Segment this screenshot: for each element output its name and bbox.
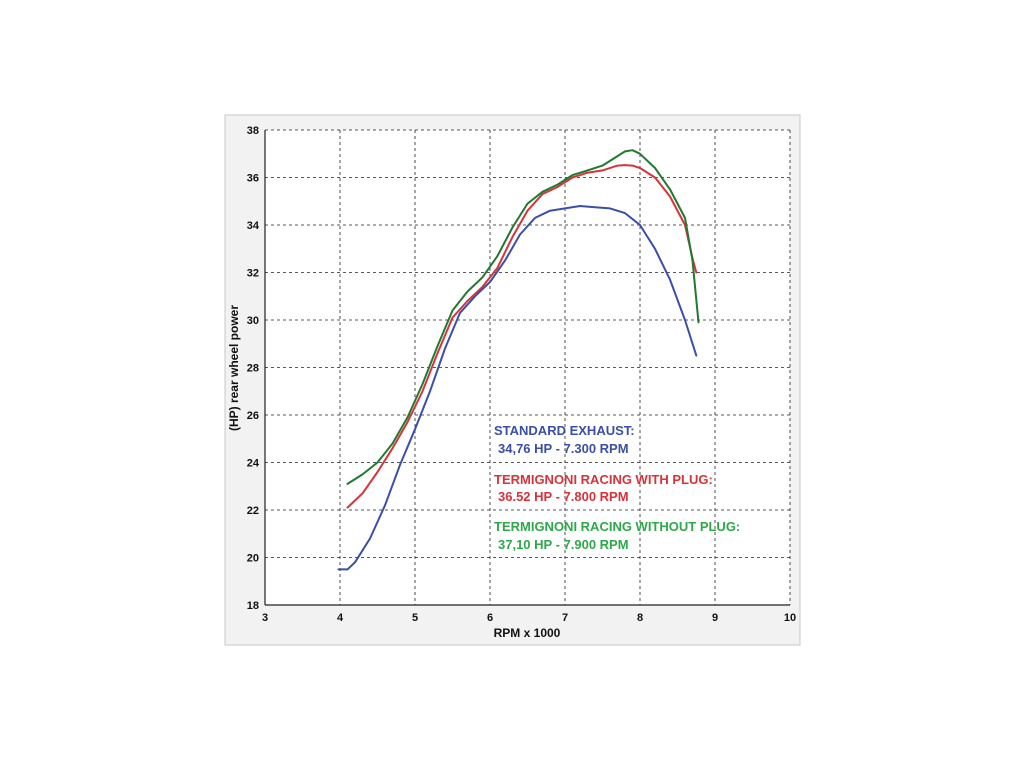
y-tick-label: 24: [247, 458, 260, 470]
y-tick-label: 36: [247, 173, 259, 185]
plot-area: [265, 130, 790, 605]
annotation-without-plug: TERMIGNONI RACING WITHOUT PLUG: 37,10 HP…: [494, 519, 740, 552]
x-tick-label: 10: [784, 612, 796, 624]
y-tick-label: 34: [247, 220, 260, 232]
x-axis-title: RPM x 1000: [494, 626, 561, 640]
annotation-standard: STANDARD EXHAUST: 34,76 HP - 7.300 RPM: [494, 423, 635, 456]
x-tick-label: 6: [487, 612, 493, 624]
x-tick-label: 4: [337, 612, 344, 624]
series-line-standard-exhaust: [337, 205, 698, 571]
annotation-with-plug: TERMIGNONI RACING WITH PLUG: 36.52 HP - …: [494, 472, 713, 504]
annotation-without-plug-title: TERMIGNONI RACING WITHOUT PLUG:: [494, 519, 740, 534]
y-tick-label: 18: [247, 600, 259, 612]
x-tick-label: 8: [637, 612, 643, 624]
y-axis-title: (HP) rear wheel power: [227, 305, 241, 431]
annotation-with-plug-title: TERMIGNONI RACING WITH PLUG:: [494, 472, 713, 487]
y-tick-label: 38: [247, 125, 259, 137]
annotation-without-plug-value: 37,10 HP - 7.900 RPM: [498, 537, 629, 552]
y-tick-label: 32: [247, 268, 259, 280]
series-lines: [337, 149, 700, 571]
y-tick-label: 30: [247, 315, 259, 327]
y-tick-label: 26: [247, 410, 259, 422]
x-tick-label: 9: [712, 612, 718, 624]
annotation-standard-title: STANDARD EXHAUST:: [494, 423, 635, 438]
x-tick-label: 3: [262, 612, 268, 624]
x-tick-label: 7: [562, 612, 568, 624]
x-tick-label: 5: [412, 612, 418, 624]
y-tick-label: 22: [247, 505, 259, 517]
annotation-standard-value: 34,76 HP - 7.300 RPM: [498, 441, 629, 456]
y-tick-label: 20: [247, 553, 259, 565]
series-line-termignoni-racing-with-plug: [346, 164, 698, 509]
annotation-with-plug-value: 36.52 HP - 7.800 RPM: [498, 489, 629, 504]
y-tick-label: 28: [247, 363, 259, 375]
axes: [264, 130, 790, 606]
series-line-termignoni-racing-without-plug: [346, 149, 700, 485]
